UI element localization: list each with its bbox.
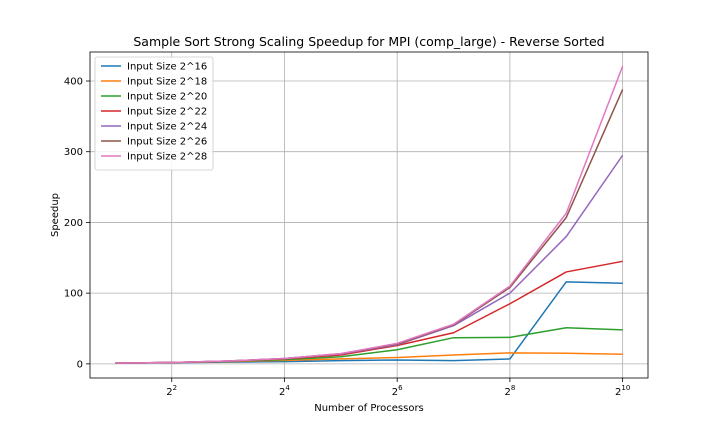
legend-label: Input Size 2^16 [127, 62, 207, 73]
legend-label: Input Size 2^26 [127, 137, 207, 148]
x-axis-label: Number of Processors [314, 403, 424, 414]
x-tick-label: 210 [615, 384, 630, 398]
legend-label: Input Size 2^24 [127, 122, 207, 133]
legend-box [94, 56, 214, 171]
x-tick-label: 24 [279, 384, 290, 398]
legend-label: Input Size 2^22 [127, 107, 207, 118]
y-tick-label: 400 [64, 76, 83, 87]
x-tick-label: 26 [392, 384, 403, 398]
chart-title: Sample Sort Strong Scaling Speedup for M… [133, 34, 604, 49]
grid [90, 52, 648, 378]
series-lines [115, 65, 624, 364]
x-tick-label: 22 [166, 384, 177, 398]
y-tick-label: 0 [77, 359, 83, 370]
y-tick-label: 200 [64, 218, 83, 229]
y-tick-label: 100 [64, 289, 83, 300]
series-line [115, 154, 624, 364]
series-line [115, 65, 624, 364]
y-axis-label: Speedup [50, 193, 61, 237]
plot-frame [89, 51, 649, 379]
legend-label: Input Size 2^20 [127, 92, 207, 103]
legend-label: Input Size 2^28 [127, 152, 207, 163]
legend: Input Size 2^16 Input Size 2^18 Input Size… [94, 56, 214, 171]
x-tick-label: 28 [504, 384, 515, 398]
y-tick-label: 300 [64, 147, 83, 158]
axes: 22 24 26 28 210 0 100 200 300 400 [64, 76, 630, 398]
legend-label: Input Size 2^18 [127, 77, 207, 88]
